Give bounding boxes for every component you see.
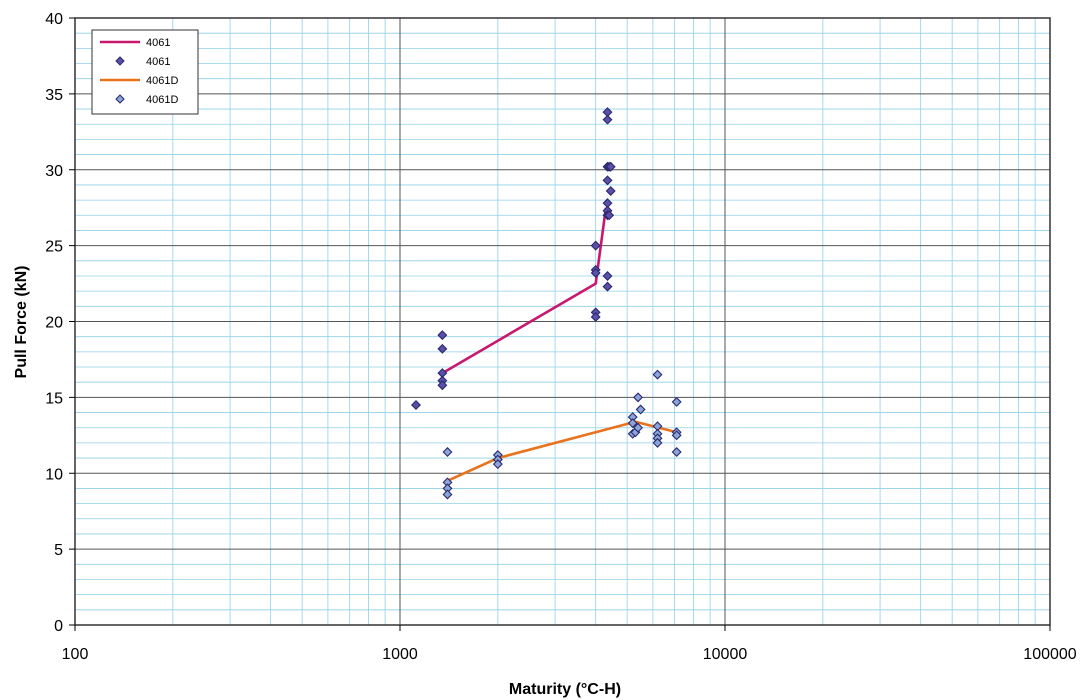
data-point <box>442 447 453 457</box>
y-tick-label: 30 <box>45 163 63 180</box>
legend-entry: 4061D <box>115 94 178 106</box>
data-point <box>633 392 644 403</box>
data-point <box>652 369 663 380</box>
data-point <box>652 437 663 448</box>
x-axis-title: Maturity (°C-H) <box>509 681 621 698</box>
legend-label: 4061 <box>146 37 170 49</box>
data-point <box>671 430 682 441</box>
legend-entry: 4061 <box>100 37 170 49</box>
y-tick-label: 0 <box>54 618 63 635</box>
series-4061D-scatter <box>442 369 682 500</box>
series-4061-scatter <box>411 107 616 410</box>
series-line <box>441 207 608 375</box>
legend-marker-swatch <box>115 56 125 66</box>
data-point <box>604 210 615 221</box>
y-tick-label: 35 <box>45 87 63 104</box>
legend-label: 4061 <box>146 56 170 68</box>
data-point <box>437 330 448 341</box>
x-axis-ticks: 100 1000 10000 100000 <box>62 625 1077 663</box>
data-point <box>442 489 453 500</box>
data-point <box>492 459 503 470</box>
data-point <box>590 311 601 322</box>
data-point <box>411 399 421 410</box>
series-layer <box>411 107 682 500</box>
x-tick-label: 100 <box>62 646 89 663</box>
legend: 4061 4061 4061D 4061D <box>91 29 199 115</box>
grid-minor <box>75 18 1050 625</box>
legend-entry: 4061 <box>115 56 170 68</box>
y-axis-ticks: 0 5 10 15 20 25 30 35 40 <box>45 11 75 635</box>
x-tick-label: 1000 <box>382 646 418 663</box>
data-point <box>590 240 601 251</box>
legend-box <box>91 29 199 115</box>
data-point <box>627 418 638 429</box>
data-point <box>602 175 613 186</box>
y-tick-label: 5 <box>54 542 63 559</box>
data-point <box>602 114 613 125</box>
series-4061-line <box>441 207 608 375</box>
legend-marker-swatch <box>115 94 125 104</box>
x-tick-label: 10000 <box>703 646 748 663</box>
data-point <box>635 404 646 415</box>
x-tick-label: 100000 <box>1023 646 1076 663</box>
data-point <box>437 380 448 391</box>
data-point <box>671 447 682 457</box>
data-point <box>602 270 613 281</box>
data-point <box>590 267 601 278</box>
data-point <box>605 161 616 172</box>
y-tick-label: 10 <box>45 466 63 483</box>
legend-label: 4061D <box>146 75 178 87</box>
y-tick-label: 25 <box>45 239 63 256</box>
y-axis-title: Pull Force (kN) <box>13 266 30 379</box>
data-point <box>437 343 448 354</box>
data-point <box>633 422 644 433</box>
y-tick-label: 40 <box>45 11 63 28</box>
y-tick-label: 15 <box>45 390 63 407</box>
legend-entry: 4061D <box>100 75 178 87</box>
legend-label: 4061D <box>146 94 178 106</box>
y-tick-label: 20 <box>45 315 63 332</box>
data-point <box>602 281 613 292</box>
data-point <box>605 186 616 196</box>
data-point <box>671 396 682 407</box>
